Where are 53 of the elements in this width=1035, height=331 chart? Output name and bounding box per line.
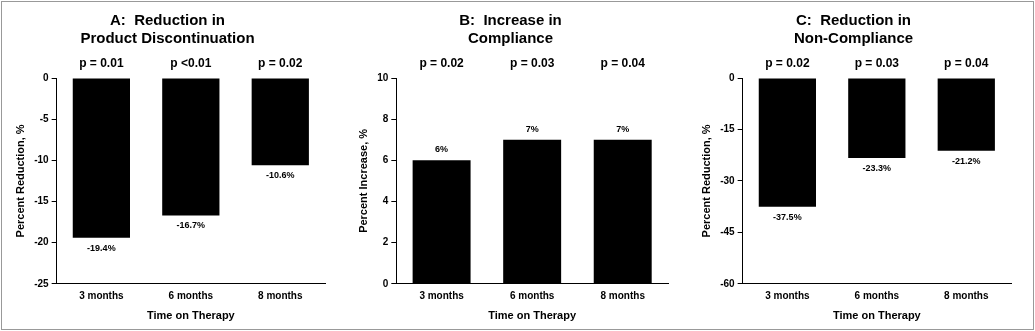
chart-title: C: Reduction in Non-Compliance <box>793 11 914 47</box>
data-label: -19.4% <box>87 242 116 253</box>
x-tick-label: 8 months <box>258 289 303 301</box>
y-tick-label: -20 <box>34 236 50 248</box>
y-tick-label: -25 <box>34 277 50 289</box>
x-tick-label: 3 months <box>419 289 465 301</box>
x-tick-label: 6 months <box>509 289 555 301</box>
y-axis-title: Percent Reduction, % <box>699 124 712 238</box>
text: p <0.01 <box>170 56 212 71</box>
x-tick-label: 6 months <box>168 289 214 301</box>
y-tick-label: 6 <box>382 154 389 166</box>
data-label: 7% <box>525 123 539 134</box>
y-tick-label: 4 <box>382 195 389 207</box>
x-tick-label: 8 months <box>944 289 989 301</box>
data-label: -23.3% <box>862 162 892 173</box>
x-tick-label: 6 months <box>854 289 900 301</box>
data-label: -16.7% <box>176 220 206 231</box>
y-tick-label: 2 <box>382 236 389 248</box>
text: p = 0.01 <box>79 56 124 71</box>
y-tick-label: -60 <box>720 277 736 289</box>
y-tick-label: -10 <box>34 154 50 166</box>
y-tick-label: -45 <box>720 226 736 238</box>
data-label: -21.2% <box>952 155 981 166</box>
y-tick-label: -30 <box>720 174 736 186</box>
text: p = 0.02 <box>258 56 303 71</box>
chart-title: B: Increase in Compliance <box>459 11 562 47</box>
y-axis-title: Percent Increase, % <box>356 128 369 233</box>
text: p = 0.04 <box>600 56 646 71</box>
text: p = 0.02 <box>765 56 810 71</box>
y-tick-label: 0 <box>382 277 389 289</box>
x-tick-label: 3 months <box>79 289 125 301</box>
x-tick-label: 8 months <box>600 289 646 301</box>
x-axis-title: Time on Therapy <box>832 309 922 322</box>
text: p = 0.04 <box>944 56 989 71</box>
chart-title: A: Reduction in Product Discontinuation <box>80 11 255 47</box>
text: p = 0.03 <box>509 56 555 71</box>
y-tick-label: 10 <box>377 71 389 83</box>
y-tick-label: 8 <box>382 112 389 124</box>
y-tick-label: 0 <box>43 71 50 83</box>
y-tick-label: -15 <box>34 195 50 207</box>
x-tick-label: 3 months <box>765 289 811 301</box>
y-tick-label: 0 <box>729 71 736 83</box>
data-label: -37.5% <box>773 211 802 222</box>
x-axis-title: Time on Therapy <box>146 309 236 322</box>
y-tick-label: -5 <box>39 112 50 124</box>
y-axis-title: Percent Reduction, % <box>13 124 26 238</box>
y-tick-label: -15 <box>720 123 736 135</box>
data-label: 6% <box>435 144 449 155</box>
data-label: 7% <box>616 123 630 134</box>
x-axis-title: Time on Therapy <box>488 309 577 322</box>
text: p = 0.03 <box>854 56 900 71</box>
text: p = 0.02 <box>419 56 465 71</box>
data-label: -10.6% <box>266 170 295 181</box>
